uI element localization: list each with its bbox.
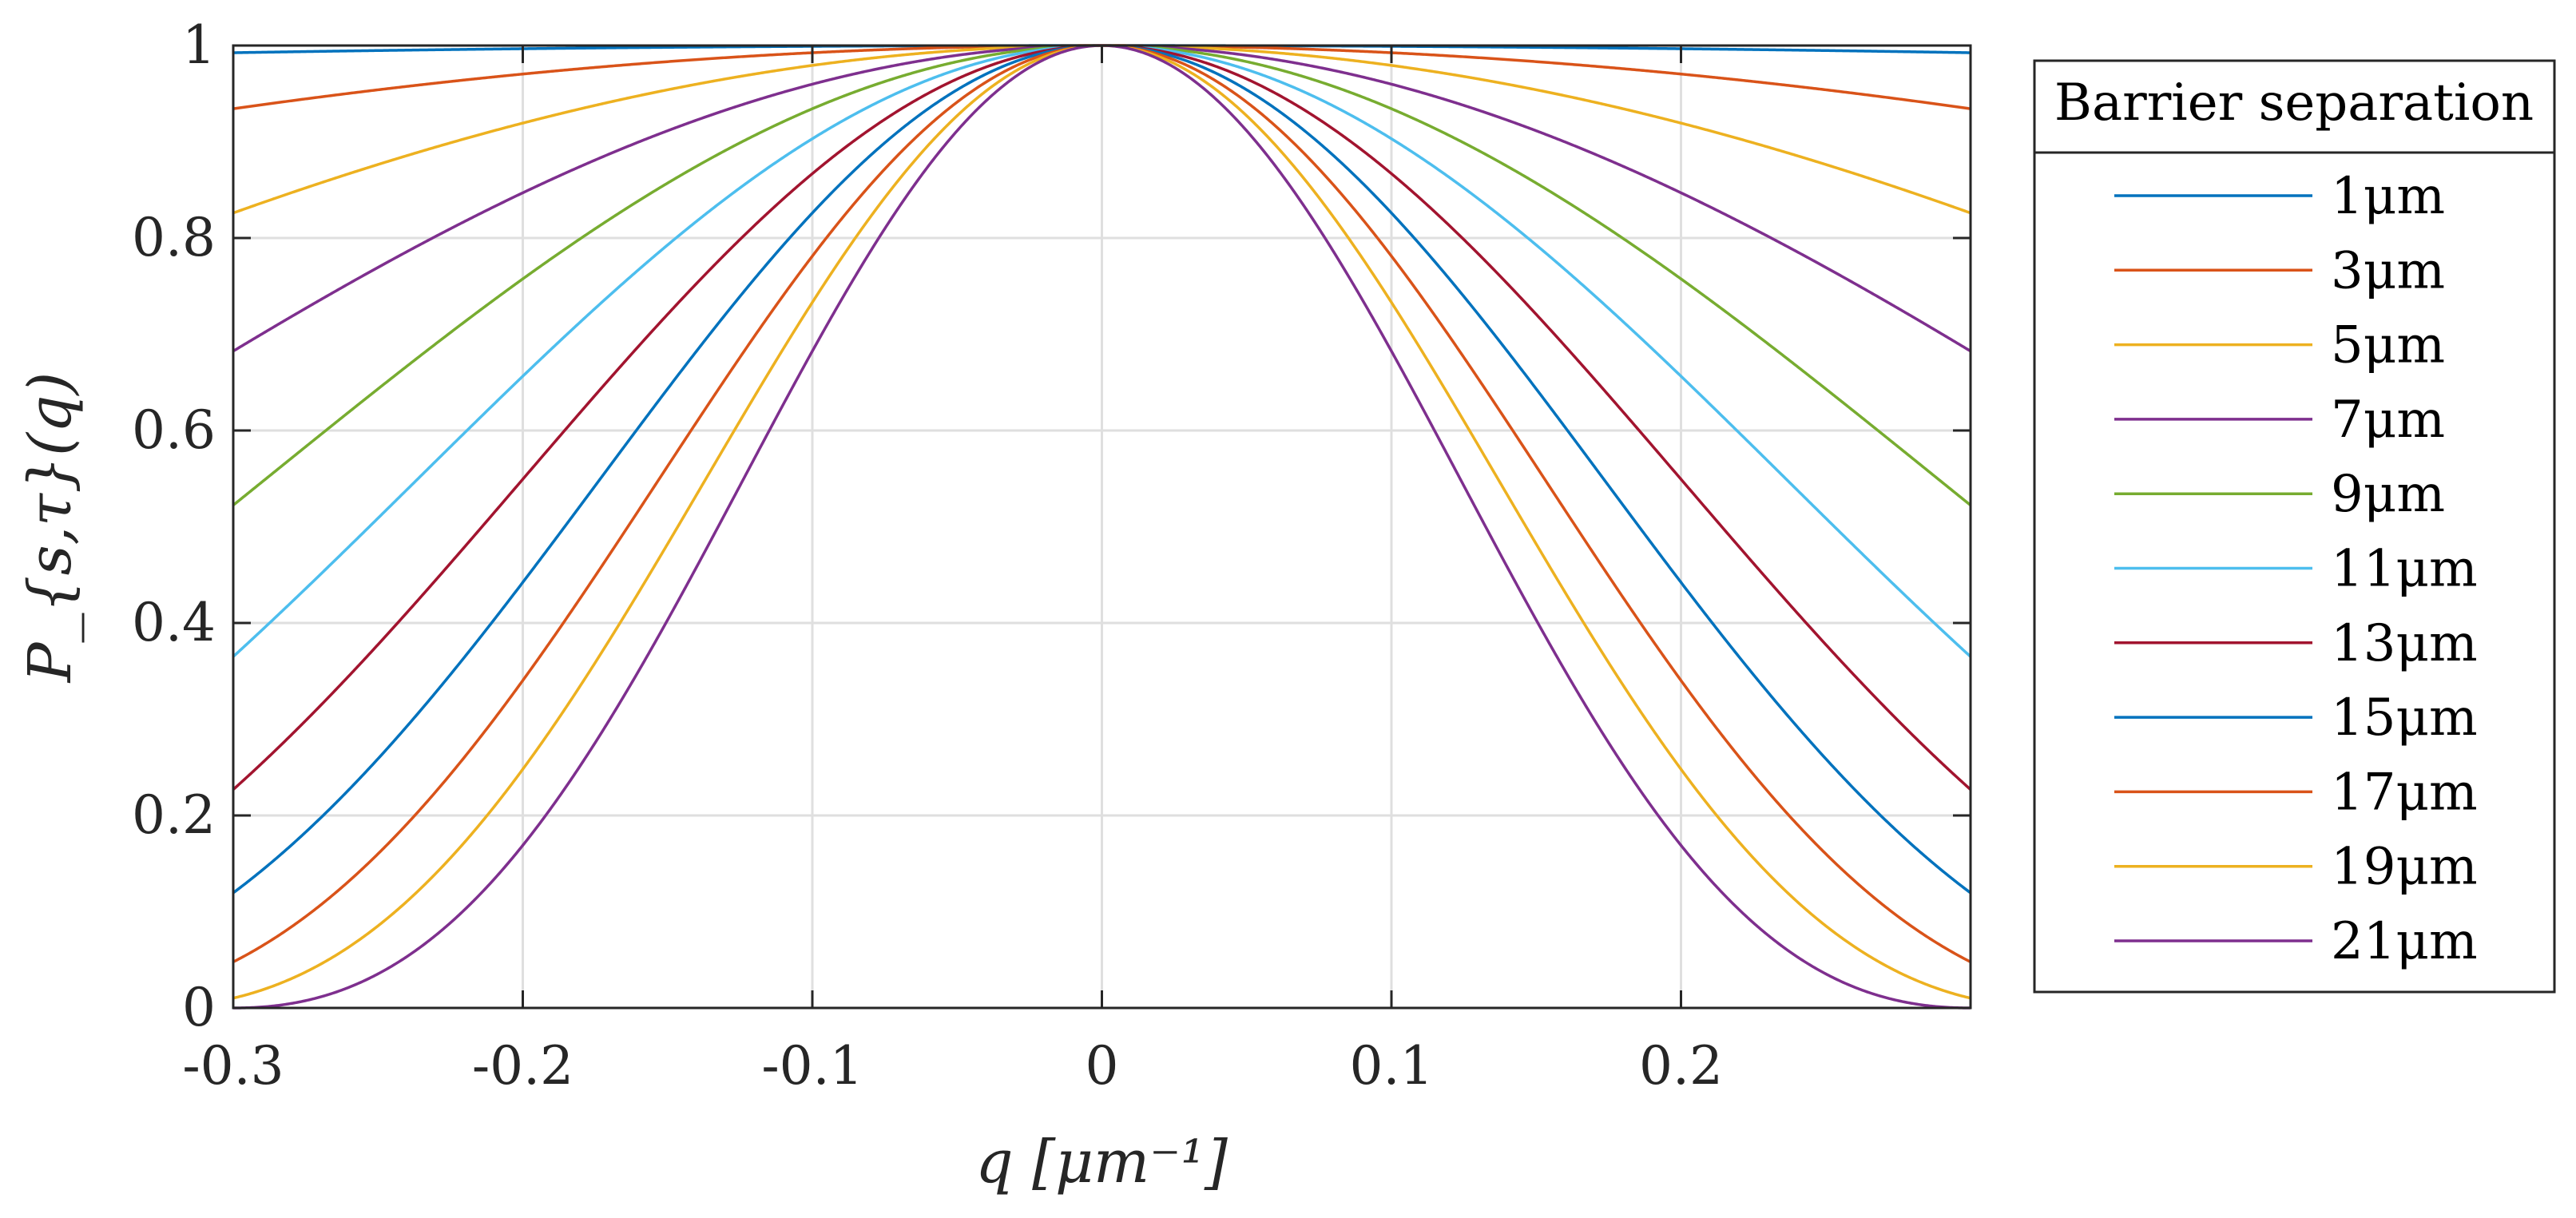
legend-label-21um: 21μm bbox=[2331, 912, 2478, 971]
y-tick-label: 0.4 bbox=[132, 592, 216, 653]
legend-label-5um: 5μm bbox=[2331, 316, 2445, 375]
x-tick-label: 0.1 bbox=[1350, 1035, 1434, 1097]
y-tick-label: 0.6 bbox=[132, 399, 216, 461]
x-tick-label: 0.2 bbox=[1639, 1035, 1723, 1097]
legend-label-15um: 15μm bbox=[2331, 688, 2478, 748]
y-tick-label: 0 bbox=[182, 977, 216, 1038]
legend-label-19um: 19μm bbox=[2331, 838, 2478, 897]
tick-labels: -0.3 -0.2 -0.1 0 0.1 0.2 0 0.2 0.4 0.6 0.8 1 bbox=[132, 14, 1723, 1097]
legend-label-13um: 13μm bbox=[2331, 614, 2478, 673]
y-tick-label: 0.8 bbox=[132, 207, 216, 268]
x-tick-label: -0.2 bbox=[472, 1035, 574, 1097]
x-tick-label: -0.1 bbox=[761, 1035, 863, 1097]
legend-label-17um: 17μm bbox=[2331, 763, 2478, 822]
ticks bbox=[232, 44, 1971, 1010]
x-tick-label: 0 bbox=[1086, 1035, 1119, 1097]
y-tick-label: 0.2 bbox=[132, 784, 216, 846]
legend-label-9um: 9μm bbox=[2331, 465, 2445, 524]
x-axis-label: q [μm⁻¹] bbox=[975, 1128, 1228, 1196]
legend-label-11um: 11μm bbox=[2331, 540, 2478, 599]
legend-title: Barrier separation bbox=[2054, 73, 2534, 133]
legend-label-7um: 7μm bbox=[2331, 391, 2445, 450]
legend-label-1um: 1μm bbox=[2331, 167, 2445, 226]
legend: Barrier separation 1μm 3μm 5μm 7μm 9μm 11μm 13… bbox=[2033, 59, 2556, 994]
legend-items: 1μm 3μm 5μm 7μm 9μm 11μm 13μm 15μm 17μm 19μm 21μm bbox=[2114, 167, 2478, 971]
y-tick-label: 1 bbox=[182, 14, 216, 76]
legend-label-3um: 3μm bbox=[2331, 241, 2445, 300]
legend-box bbox=[2033, 59, 2556, 994]
plot-area bbox=[232, 44, 1972, 1010]
y-axis-label: P_{s,τ}(q) bbox=[16, 372, 85, 684]
x-tick-label: -0.3 bbox=[182, 1035, 284, 1097]
